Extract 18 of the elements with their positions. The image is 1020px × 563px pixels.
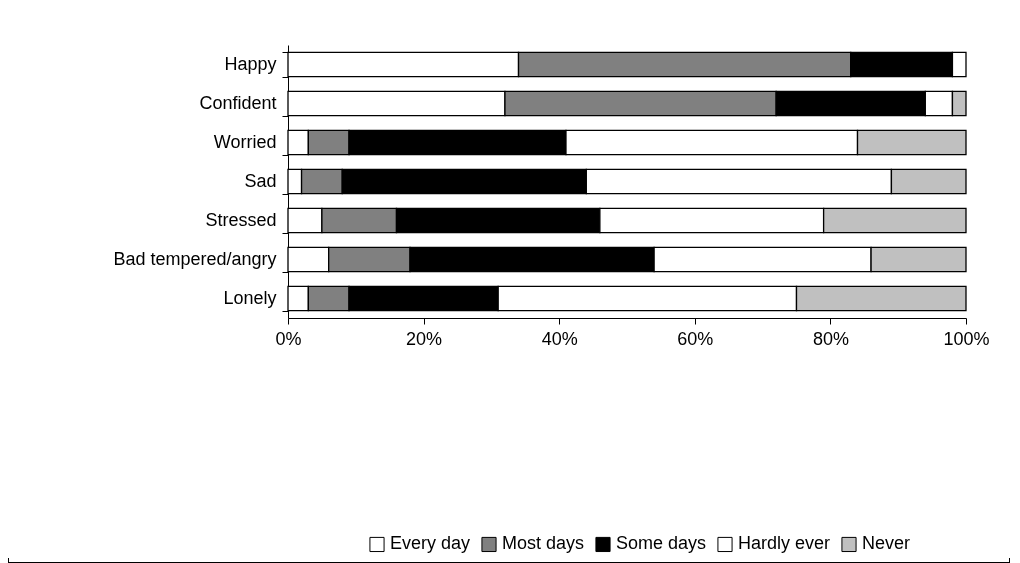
y-tick-label: Lonely — [223, 288, 277, 308]
y-tick-label: Worried — [213, 132, 277, 152]
y-tick-label: Happy — [224, 54, 277, 74]
legend-label: Never — [862, 533, 911, 554]
y-tick-label: Confident — [199, 93, 277, 113]
legend-label: Every day — [390, 533, 471, 554]
legend-label: Most days — [502, 533, 585, 554]
y-tick-label: Bad tempered/angry — [113, 249, 277, 269]
x-tick-label: 60% — [677, 328, 714, 349]
y-tick-label: Sad — [244, 171, 277, 191]
x-tick-label: 0% — [275, 328, 302, 349]
y-tick-label: Stressed — [205, 210, 277, 230]
legend-label: Hardly ever — [738, 533, 831, 554]
x-tick-label: 20% — [406, 328, 443, 349]
legend-label: Some days — [616, 533, 707, 554]
x-tick-label: 40% — [541, 328, 578, 349]
x-tick-label: 80% — [812, 328, 849, 349]
x-tick-label: 100% — [943, 328, 990, 349]
